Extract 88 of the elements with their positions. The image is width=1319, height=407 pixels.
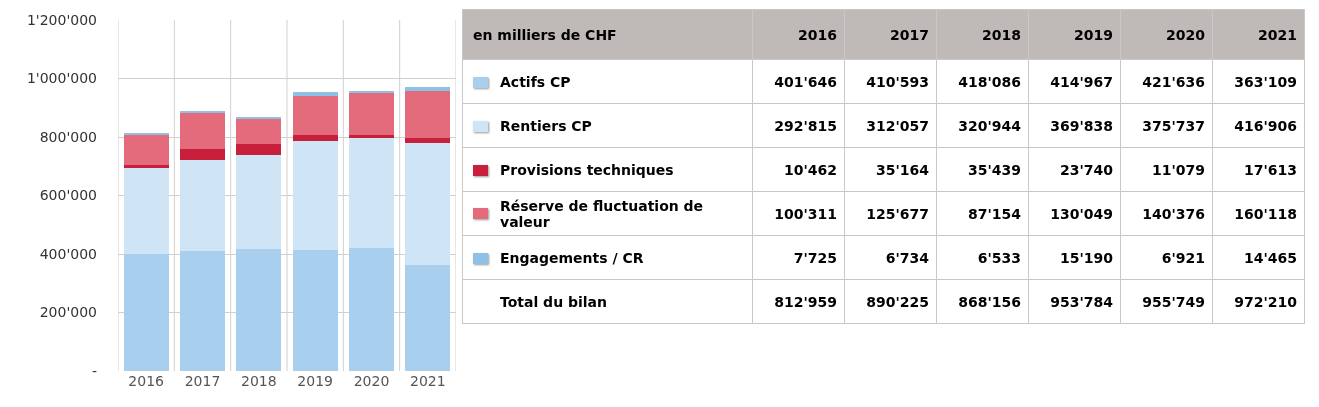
data-label: 87'154 [936, 191, 1029, 236]
y-tick-label: Rentiers CP [500, 118, 592, 134]
bar [236, 118, 282, 145]
data-label: 955'749 [1120, 279, 1213, 324]
data-label: 868'156 [936, 279, 1029, 324]
x-tick-label: 2017 [184, 373, 221, 389]
data-label: 6'921 [1120, 235, 1213, 280]
y-tick-label: 1'200'000 [26, 11, 97, 28]
y-tick-label: - [91, 362, 97, 379]
data-label: 401'646 [752, 59, 845, 104]
bar [179, 112, 226, 150]
data-label: 140'376 [1120, 191, 1213, 236]
y-tick-label: 400'000 [39, 245, 97, 262]
data-label: 6'533 [936, 235, 1029, 280]
data-label: 130'049 [1028, 191, 1121, 236]
data-label: 160'118 [1212, 191, 1305, 236]
bar [236, 248, 282, 371]
bar [179, 149, 226, 160]
data-label: 14'465 [1212, 235, 1305, 280]
data-label: 292'815 [752, 103, 845, 148]
bar [123, 167, 169, 254]
bar [292, 92, 338, 97]
data-label: 312'057 [844, 103, 937, 148]
data-label: 418'086 [936, 59, 1029, 104]
bar [292, 96, 338, 135]
y-tick-label: 600'000 [39, 187, 97, 204]
text: en milliers de CHF [462, 9, 753, 60]
bar [405, 264, 451, 371]
y-tick-label: Provisions techniques [500, 162, 674, 178]
y-tick-label: Total du bilan [500, 294, 608, 310]
data-label: 410'593 [844, 59, 937, 104]
data-label: 320'944 [936, 103, 1029, 148]
bar [123, 253, 169, 371]
x-tick-label: 2016 [752, 9, 845, 60]
bar [292, 249, 338, 371]
data-label: 35'164 [844, 147, 937, 192]
x-tick-label: 2016 [128, 373, 165, 389]
x-tick-label: 2019 [1028, 9, 1121, 60]
bar [123, 135, 169, 165]
x-tick-label: 2018 [936, 9, 1029, 60]
data-label: 890'225 [844, 279, 937, 324]
x-tick-label: 2018 [241, 373, 277, 389]
bar [348, 91, 395, 94]
bar [405, 137, 451, 143]
bar [292, 141, 338, 250]
data-label: 11'079 [1120, 147, 1213, 192]
bar [179, 250, 226, 371]
bar [348, 134, 395, 138]
data-label: 23'740 [1028, 147, 1121, 192]
y-tick-label: 800'000 [39, 128, 97, 145]
data-label: 421'636 [1120, 59, 1213, 104]
x-tick-label: 2021 [410, 373, 446, 389]
data-label: 953'784 [1028, 279, 1121, 324]
bar [405, 86, 451, 91]
y-tick-label: Actifs CP [500, 74, 571, 90]
data-label: 972'210 [1212, 279, 1305, 324]
bar [348, 93, 395, 135]
x-tick-label: 2020 [1120, 9, 1213, 60]
x-tick-label: 2020 [353, 373, 390, 389]
bar [405, 90, 451, 138]
y-tick-label: 200'000 [39, 304, 97, 321]
y-tick-label: Engagements / CR [500, 250, 644, 266]
data-label: 125'677 [844, 191, 937, 236]
data-label: 100'311 [752, 191, 845, 236]
x-tick-label: 2019 [297, 373, 333, 389]
y-tick-label: 1'000'000 [26, 70, 97, 87]
data-label: 416'906 [1212, 103, 1305, 148]
bar [179, 159, 226, 251]
data-label: 7'725 [752, 235, 845, 280]
data-label: 17'613 [1212, 147, 1305, 192]
bar [123, 164, 169, 168]
data-label: 812'959 [752, 279, 845, 324]
data-label: 369'838 [1028, 103, 1121, 148]
bar [236, 154, 282, 249]
data-label: 10'462 [752, 147, 845, 192]
x-tick-label: 2017 [844, 9, 937, 60]
data-label: 363'109 [1212, 59, 1305, 104]
bar [348, 137, 395, 248]
y-tick-label: Réserve de fluctuation de valeur [500, 197, 705, 230]
data-label: 375'737 [1120, 103, 1213, 148]
data-label: 15'190 [1028, 235, 1121, 280]
bar [236, 144, 282, 155]
data-label: 414'967 [1028, 59, 1121, 104]
x-tick-label: 2021 [1212, 9, 1305, 60]
data-label: 6'734 [844, 235, 937, 280]
bar [348, 247, 395, 371]
data-label: 35'439 [936, 147, 1029, 192]
bar [405, 142, 451, 265]
